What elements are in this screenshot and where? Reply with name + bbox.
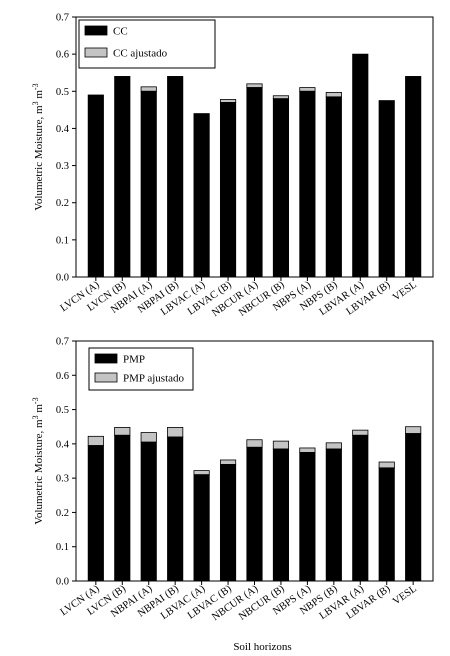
pmp-y-tick-label: 0.3 [56,474,69,485]
cc-legend-label-cc-ajustado: CC ajustado [113,48,168,60]
cc-bar-base [378,100,395,278]
pmp-y-tick-label: 0.2 [56,508,69,519]
cc-legend-swatch-cc [84,25,108,36]
pmp-bar-base [219,464,237,582]
pmp-x-tick-label: VESL [391,583,419,607]
pmp-bar-adjusted [272,440,290,450]
cc-bar-adjusted [140,86,157,92]
pmp-bar-base [325,448,342,582]
pmp-legend-label-pmp: PMP [123,354,145,366]
cc-y-tick-label: 0.4 [56,124,70,135]
cc-bar-base [219,102,237,278]
cc-bars [87,53,422,278]
cc-bar-adjusted [299,87,316,92]
pmp-y-tick-label: 0.1 [56,542,69,553]
pmp-bar-adjusted [299,447,316,453]
pmp-bar-adjusted [167,426,184,438]
cc-bar-adjusted [246,83,263,88]
pmp-bar-base [352,434,369,582]
pmp-y-tick-label: 0.0 [56,577,69,588]
pmp-bar-adjusted [140,432,157,443]
cc-y-tick-label: 0.5 [56,87,69,98]
cc-legend-swatch-cc-ajustado [84,47,108,58]
chart-pmp: 0.0 0.1 0.2 0.3 0.4 0.5 0.6 0.7 LVCN (A)LVCN (B… [31,337,434,653]
pmp-legend-swatch-pmp [94,353,118,364]
pmp-bar-base [378,467,395,582]
cc-plot-frame [75,16,434,278]
pmp-bar-base [193,474,210,582]
pmp-bar-base [299,452,316,582]
pmp-y-tick-label: 0.6 [56,371,69,382]
cc-bar-base [299,90,316,278]
pmp-bar-adjusted [87,435,104,446]
cc-bar-base [114,76,131,278]
pmp-bar-adjusted [325,442,342,450]
cc-bar-base [87,94,104,278]
pmp-bar-adjusted [405,426,422,434]
cc-bar-adjusted [272,95,290,100]
pmp-bar-adjusted [246,439,263,448]
cc-y-tick-label: 0.3 [56,161,69,172]
pmp-y-tick-label: 0.4 [56,439,70,450]
cc-bar-base [405,76,422,278]
cc-y-tick-label: 0.2 [56,198,69,209]
pmp-bar-adjusted [378,461,395,469]
cc-y-tick-label: 0.1 [56,235,69,246]
pmp-bar-base [167,436,184,582]
pmp-legend: PMP PMP ajustado [88,347,194,391]
pmp-bar-adjusted [193,470,210,476]
pmp-bars [87,426,422,582]
cc-y-ticks: 0.0 0.1 0.2 0.3 0.4 0.5 0.6 0.7 [56,13,76,284]
pmp-bar-base [405,433,422,582]
pmp-bar-base [246,446,263,582]
pmp-bar-base [140,441,157,582]
pmp-bar-adjusted [219,459,237,465]
cc-y-tick-label: 0.6 [56,50,69,61]
cc-y-axis-label: Volumetric Moisture, m3 m-3 [31,83,46,210]
cc-legend-label-cc: CC [113,26,128,38]
chart-cc: 0.0 0.1 0.2 0.3 0.4 0.5 0.6 0.7 LVCN (A)LVCN (B… [31,13,434,319]
cc-bar-adjusted [219,99,237,103]
pmp-legend-label-pmp-ajustado: PMP ajustado [123,373,185,385]
pmp-bar-base [87,445,104,582]
pmp-bar-adjusted [114,426,131,436]
pmp-plot-frame [75,340,434,582]
cc-bar-base [272,98,290,278]
cc-bar-adjusted [325,92,342,98]
pmp-x-ticks: LVCN (A)LVCN (B)NBPAI (A)NBPAI (B)LBVAC … [59,581,419,623]
cc-y-tick-label: 0.0 [56,273,69,284]
cc-x-tick-label: VESL [391,279,419,303]
pmp-bar-base [114,434,131,582]
pmp-y-ticks: 0.0 0.1 0.2 0.3 0.4 0.5 0.6 0.7 [56,337,76,588]
pmp-bar-base [272,448,290,582]
cc-bar-base [352,53,369,278]
pmp-y-tick-label: 0.5 [56,405,69,416]
pmp-bar-adjusted [352,429,369,436]
pmp-legend-swatch-pmp-ajustado [94,372,118,383]
pmp-y-tick-label: 0.7 [56,337,69,348]
cc-x-ticks: LVCN (A)LVCN (B)NBPAI (A)NBPAI (B)LBVAC … [59,277,419,319]
x-axis-label: Soil horizons [233,641,291,653]
cc-bar-base [167,76,184,278]
cc-legend: CC CC ajustado [78,19,216,69]
cc-bar-base [140,90,157,278]
cc-y-tick-label: 0.7 [56,13,69,24]
cc-bar-base [193,113,210,278]
cc-bar-base [246,87,263,278]
cc-bar-base [325,96,342,278]
pmp-y-axis-label: Volumetric Moisture, m3 m-3 [31,397,46,524]
